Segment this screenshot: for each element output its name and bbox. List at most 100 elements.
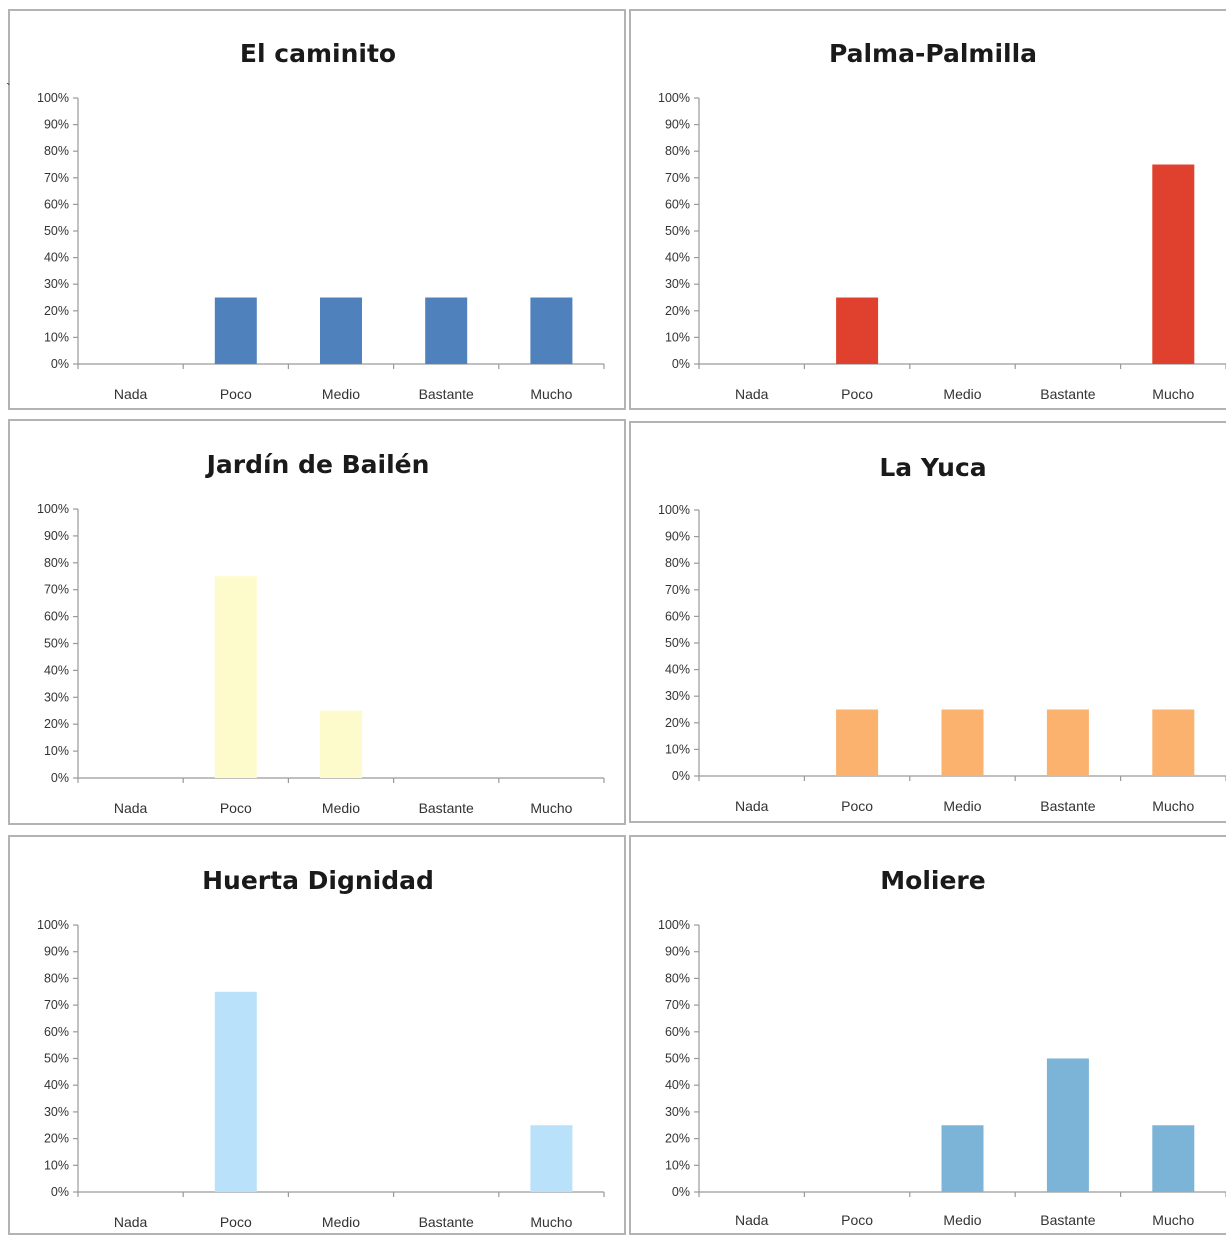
y-tick-label: 100%: [658, 503, 690, 517]
y-tick-label: 90%: [665, 118, 690, 132]
y-tick-label: 30%: [44, 690, 69, 704]
x-tick-label: Medio: [322, 386, 360, 402]
x-tick-label: Bastante: [419, 386, 474, 402]
x-tick-label: Medio: [322, 800, 360, 816]
bar-poco: [214, 576, 257, 778]
bar-medio: [941, 1125, 984, 1192]
y-tick-label: 60%: [44, 197, 69, 211]
chart-panel-moliere: Moliere 0% 10% 20% 30% 40% 50% 60% 70% 80% 90% 100%…: [629, 835, 1226, 1235]
y-tick-label: 80%: [44, 144, 69, 158]
chart-title: La Yuca: [879, 453, 986, 482]
y-tick-label: 70%: [665, 171, 690, 185]
x-tick-label: Poco: [220, 800, 252, 816]
x-tick-label: Nada: [114, 1214, 148, 1230]
chart-panel-huerta-dignidad: Huerta Dignidad 0% 10% 20% 30% 40% 50% 60% 70% 80…: [8, 835, 626, 1235]
x-tick-label: Bastante: [1040, 798, 1095, 814]
y-tick-label: 10%: [665, 330, 690, 344]
y-tick-label: 70%: [44, 583, 69, 597]
chart-panel-la-yuca: La Yuca 0% 10% 20% 30% 40% 50% 60% 70% 80% 90% 100%…: [629, 421, 1226, 823]
x-tick-label: Poco: [841, 798, 873, 814]
y-tick-label: 30%: [665, 689, 690, 703]
y-tick-label: 80%: [665, 144, 690, 158]
x-tick-label: Poco: [841, 386, 873, 402]
y-tick-label: 10%: [665, 742, 690, 756]
bar-poco: [836, 297, 879, 364]
bar-poco: [214, 297, 257, 364]
bar-medio: [320, 297, 362, 364]
chart-panel-jardin-de-bailen: Jardín de Bailén 0% 10% 20% 30% 40% 50% 60% 70% 8…: [8, 419, 626, 825]
y-tick-label: 0%: [672, 357, 690, 371]
bar-bastante: [1046, 1058, 1089, 1192]
y-tick-label: 90%: [665, 530, 690, 544]
y-tick-label: 80%: [44, 971, 69, 985]
x-tick-label: Mucho: [1152, 798, 1194, 814]
bar-poco: [214, 991, 257, 1192]
bar-medio: [320, 710, 362, 778]
y-tick-label: 50%: [665, 224, 690, 238]
chart-title: Palma-Palmilla: [829, 39, 1037, 68]
y-tick-label: 10%: [665, 1158, 690, 1172]
x-tick-label: Mucho: [1152, 386, 1194, 402]
x-tick-label: Mucho: [530, 1214, 572, 1230]
chart-title: El caminito: [240, 39, 396, 68]
bar-bastante: [1046, 709, 1089, 776]
y-tick-label: 80%: [665, 971, 690, 985]
chart-panel-el-caminito: El caminito 0% 10% 20% 30% 40% 50% 60% 70% 80% 90%…: [8, 9, 626, 410]
y-tick-label: 100%: [37, 502, 69, 516]
y-tick-label: 10%: [44, 330, 69, 344]
y-tick-label: 100%: [658, 91, 690, 105]
x-tick-label: Medio: [943, 386, 981, 402]
y-tick-label: 20%: [665, 1132, 690, 1146]
bar-poco: [836, 709, 879, 776]
y-tick-label: 0%: [51, 771, 69, 785]
x-tick-label: Mucho: [1152, 1212, 1194, 1228]
y-tick-label: 40%: [44, 251, 69, 265]
y-tick-label: 60%: [665, 609, 690, 623]
y-tick-label: 50%: [44, 1052, 69, 1066]
y-tick-label: 60%: [44, 610, 69, 624]
x-tick-label: Bastante: [419, 1214, 474, 1230]
x-tick-label: Nada: [735, 386, 769, 402]
y-tick-label: 30%: [665, 1105, 690, 1119]
chart-svg-huerta-dignidad: Huerta Dignidad 0% 10% 20% 30% 40% 50% 60% 70% 80…: [37, 866, 605, 1230]
y-tick-label: 40%: [44, 1078, 69, 1092]
y-tick-label: 50%: [665, 636, 690, 650]
x-tick-label: Bastante: [1040, 386, 1095, 402]
y-tick-label: 30%: [665, 277, 690, 291]
y-tick-label: 30%: [44, 277, 69, 291]
y-tick-label: 90%: [44, 945, 69, 959]
y-tick-label: 0%: [672, 1185, 690, 1199]
y-tick-label: 20%: [44, 717, 69, 731]
x-tick-label: Medio: [943, 1212, 981, 1228]
y-tick-label: 100%: [658, 918, 690, 932]
bar-mucho: [530, 297, 573, 364]
y-tick-label: 10%: [44, 1158, 69, 1172]
chart-title: Moliere: [880, 866, 985, 895]
x-tick-label: Poco: [841, 1212, 873, 1228]
y-tick-label: 70%: [665, 998, 690, 1012]
y-tick-label: 40%: [665, 1078, 690, 1092]
chart-svg-la-yuca: La Yuca 0% 10% 20% 30% 40% 50% 60% 70% 80% 90% 100%…: [658, 453, 1226, 814]
x-tick-label: Poco: [220, 1214, 252, 1230]
y-tick-label: 90%: [665, 945, 690, 959]
x-tick-label: Nada: [114, 386, 148, 402]
chart-svg-el-caminito: El caminito 0% 10% 20% 30% 40% 50% 60% 70% 80% 90%…: [37, 39, 605, 402]
bar-mucho: [1152, 164, 1195, 364]
y-tick-label: 60%: [44, 1025, 69, 1039]
x-tick-label: Medio: [322, 1214, 360, 1230]
chart-title: Jardín de Bailén: [205, 450, 430, 479]
y-tick-label: 40%: [665, 251, 690, 265]
x-tick-label: Poco: [220, 386, 252, 402]
y-tick-label: 60%: [665, 1025, 690, 1039]
y-tick-label: 80%: [44, 556, 69, 570]
bar-medio: [941, 709, 984, 776]
y-tick-label: 60%: [665, 197, 690, 211]
y-tick-label: 20%: [44, 1132, 69, 1146]
x-tick-label: Mucho: [530, 386, 572, 402]
x-tick-label: Bastante: [419, 800, 474, 816]
y-tick-label: 70%: [665, 583, 690, 597]
y-tick-label: 0%: [51, 357, 69, 371]
x-tick-label: Nada: [114, 800, 148, 816]
stray-mark: `: [6, 80, 11, 96]
y-tick-label: 50%: [44, 224, 69, 238]
